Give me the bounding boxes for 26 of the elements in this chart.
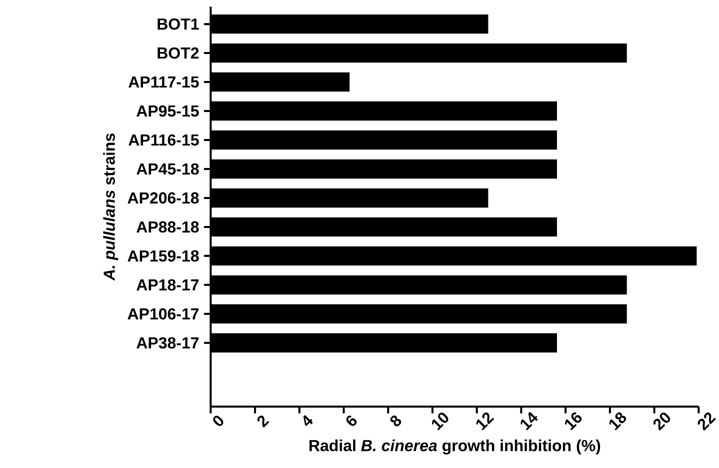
y-tick-label: AP117-15 bbox=[128, 76, 199, 88]
x-tick-label: 10 bbox=[432, 412, 448, 430]
x-tick-label: 4 bbox=[303, 414, 313, 426]
y-tick-label: AP95-15 bbox=[136, 105, 199, 117]
y-tick-label: BOT2 bbox=[158, 47, 199, 59]
x-tick-label: 0 bbox=[213, 416, 224, 426]
x-tick-label: 20 bbox=[653, 412, 670, 431]
y-tick-label: AP18-17 bbox=[136, 279, 199, 291]
x-tick-label: 14 bbox=[520, 412, 538, 430]
y-tick-label: AP38-17 bbox=[136, 337, 199, 349]
x-tick-label: 6 bbox=[346, 416, 357, 426]
x-tick-label: 16 bbox=[564, 412, 582, 430]
y-tick-label: AP116-15 bbox=[128, 134, 199, 146]
x-tick-label: 22 bbox=[698, 412, 716, 431]
y-tick-label: AP159-18 bbox=[128, 250, 199, 262]
y-axis-title: A. pullulans strains bbox=[103, 134, 118, 281]
y-tick-label: AP88-18 bbox=[136, 221, 199, 233]
x-tick-label: 12 bbox=[476, 412, 494, 430]
y-tick-label: AP45-18 bbox=[136, 163, 199, 175]
x-tick-label: 2 bbox=[257, 416, 270, 428]
y-tick-label: BOT1 bbox=[158, 18, 199, 30]
x-tick-label: 18 bbox=[609, 412, 626, 430]
y-tick-label: AP106-17 bbox=[128, 308, 199, 320]
y-tick-label: AP206-18 bbox=[128, 192, 199, 204]
x-tick-label: 8 bbox=[390, 415, 402, 426]
x-axis-title: Radial B. cinerea growth inhibition (%) bbox=[310, 440, 600, 454]
